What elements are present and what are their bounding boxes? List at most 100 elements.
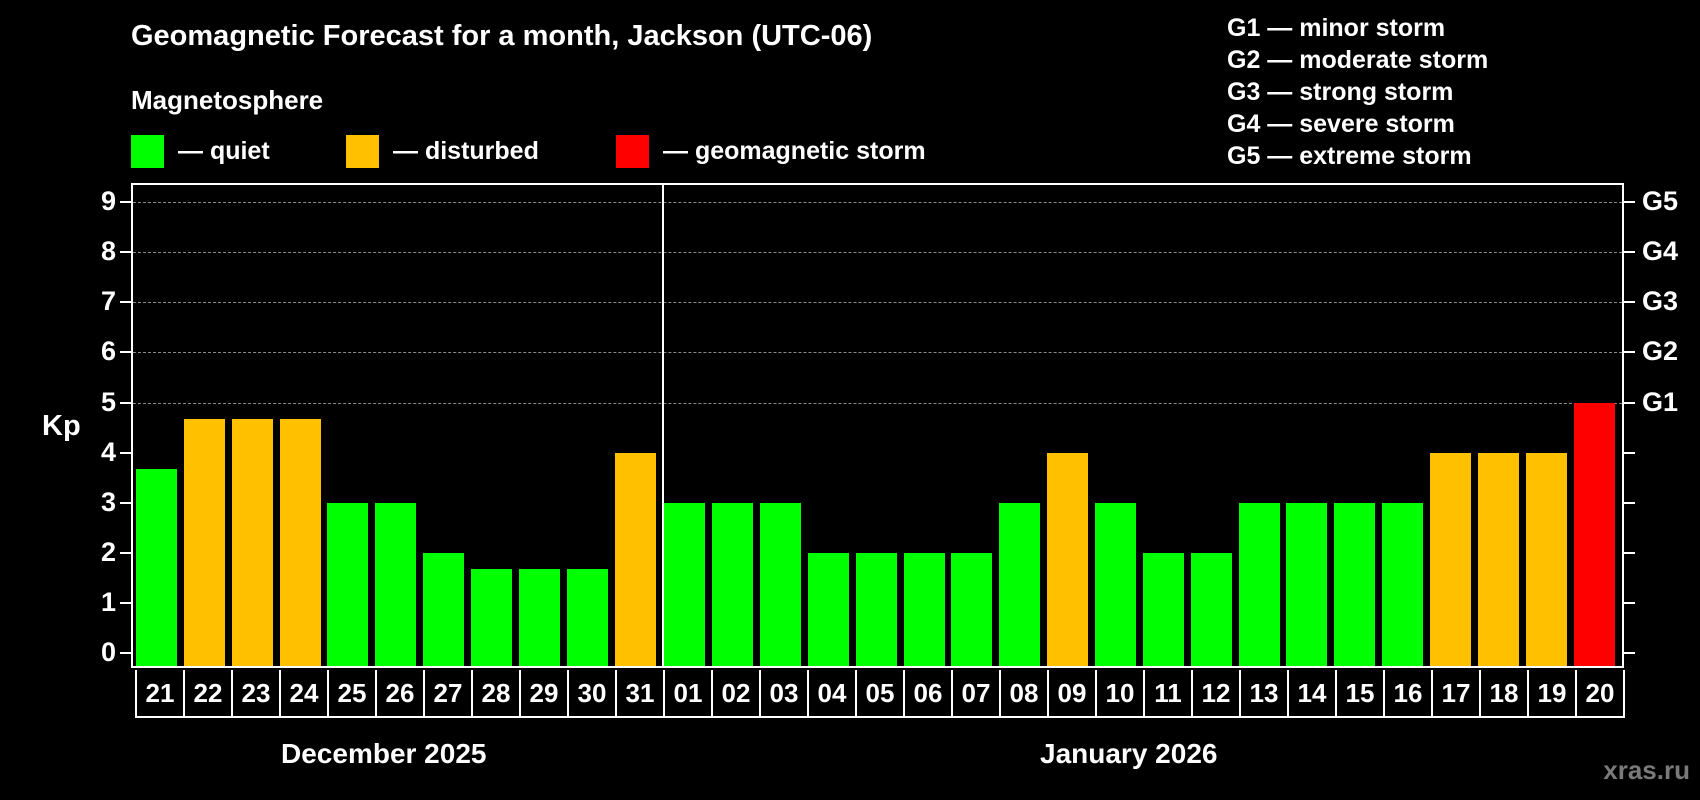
g-scale-label: G1 — [1642, 386, 1679, 417]
storm-scale-legend: G1 — minor storm G2 — moderate storm G3 … — [1227, 12, 1488, 172]
date-label: 20 — [1577, 670, 1625, 716]
date-label: 30 — [569, 670, 617, 716]
date-label: 26 — [377, 670, 425, 716]
date-label: 23 — [233, 670, 281, 716]
y-tick-right — [1624, 652, 1635, 654]
date-label: 05 — [857, 670, 905, 716]
month-label-december: December 2025 — [281, 738, 487, 769]
gridline — [133, 402, 1622, 404]
kp-bar-quiet — [518, 569, 560, 666]
y-tick-right — [1624, 201, 1635, 204]
g1-description: G1 — minor storm — [1227, 14, 1446, 42]
kp-bar-quiet — [712, 502, 754, 666]
y-tick-left — [120, 652, 131, 654]
date-label: 25 — [329, 670, 377, 716]
y-tick-label: 7 — [100, 286, 116, 317]
date-label: 22 — [185, 670, 233, 716]
date-label: 16 — [1385, 670, 1433, 716]
date-label: 29 — [521, 670, 569, 716]
date-label: 11 — [1145, 670, 1193, 716]
kp-bar-disturbed — [279, 419, 321, 666]
kp-bar-quiet — [664, 502, 706, 666]
date-label: 18 — [1481, 670, 1529, 716]
date-label: 13 — [1241, 670, 1289, 716]
g2-description: G2 — moderate storm — [1227, 46, 1489, 74]
storm-swatch — [616, 134, 649, 168]
y-tick-left — [120, 601, 131, 604]
date-label: 06 — [905, 670, 953, 716]
kp-bar-disturbed — [614, 452, 656, 666]
date-label: 02 — [713, 670, 761, 716]
date-label: 15 — [1337, 670, 1385, 716]
y-tick-left — [120, 451, 131, 454]
kp-bar-disturbed — [1047, 452, 1089, 666]
date-label: 19 — [1529, 670, 1577, 716]
legend-quiet-label: — quiet — [178, 136, 270, 165]
g5-description: G5 — extreme storm — [1227, 142, 1472, 170]
date-label: 09 — [1049, 670, 1097, 716]
date-label: 21 — [137, 670, 185, 716]
chart-title: Geomagnetic Forecast for a month, Jackso… — [131, 20, 873, 52]
kp-bar-quiet — [1334, 502, 1376, 666]
gridline — [133, 352, 1622, 354]
watermark: xras.ru — [1603, 755, 1690, 785]
kp-bar-quiet — [1095, 502, 1136, 666]
date-label: 07 — [953, 670, 1001, 716]
date-label: 27 — [425, 670, 473, 716]
kp-bar-quiet — [951, 552, 993, 666]
kp-bar-disturbed — [1477, 452, 1519, 666]
kp-bar-quiet — [327, 502, 369, 666]
legend-title: Magnetosphere — [131, 85, 324, 115]
date-label: 08 — [1001, 670, 1049, 716]
legend-storm-label: — geomagnetic storm — [663, 136, 926, 165]
y-tick-left — [120, 401, 131, 404]
kp-bar-quiet — [566, 569, 608, 666]
gridline — [133, 202, 1622, 204]
kp-bar-quiet — [855, 552, 897, 666]
y-tick-left — [120, 301, 131, 304]
y-tick-right — [1624, 401, 1635, 404]
y-tick-label: 6 — [100, 336, 116, 367]
g4-description: G4 — severe storm — [1227, 110, 1455, 138]
date-label: 12 — [1193, 670, 1241, 716]
kp-bar-storm — [1573, 402, 1615, 666]
y-tick-right — [1624, 351, 1635, 354]
y-axis-label: Kp — [42, 410, 81, 442]
date-label: 28 — [473, 670, 521, 716]
kp-bar-quiet — [1142, 552, 1184, 666]
kp-bar-disturbed — [183, 419, 225, 666]
plot-area — [131, 183, 1624, 668]
kp-bar-disturbed — [1525, 452, 1567, 666]
kp-bar-quiet — [1382, 502, 1424, 666]
y-tick-label: 9 — [100, 186, 116, 217]
y-tick-right — [1624, 251, 1635, 254]
g-scale-label: G5 — [1642, 186, 1679, 217]
kp-bar-disturbed — [1429, 452, 1471, 666]
g-scale-label: G4 — [1642, 236, 1679, 267]
y-tick-right — [1624, 301, 1635, 304]
legend-disturbed: — disturbed — [346, 134, 539, 168]
y-tick-left — [120, 501, 131, 504]
g3-description: G3 — strong storm — [1227, 78, 1454, 106]
y-tick-left — [120, 251, 131, 254]
y-tick-label: 3 — [100, 486, 116, 517]
kp-bar-quiet — [999, 502, 1041, 666]
kp-bar-quiet — [1238, 502, 1280, 666]
kp-bar-quiet — [136, 469, 177, 666]
date-label: 31 — [617, 670, 665, 716]
kp-bar-quiet — [807, 552, 849, 666]
g-scale-label: G2 — [1642, 336, 1679, 367]
date-label: 03 — [761, 670, 809, 716]
kp-bar-quiet — [760, 502, 802, 666]
date-label: 01 — [665, 670, 713, 716]
gridline — [133, 302, 1622, 304]
y-tick-left — [120, 201, 131, 204]
kp-bar-quiet — [470, 569, 512, 666]
date-label: 17 — [1433, 670, 1481, 716]
kp-bar-quiet — [1190, 552, 1232, 666]
date-label: 04 — [809, 670, 857, 716]
quiet-swatch — [131, 134, 164, 168]
kp-bar-quiet — [423, 552, 465, 666]
gridline — [133, 252, 1622, 254]
month-label-january: January 2026 — [1040, 738, 1218, 769]
